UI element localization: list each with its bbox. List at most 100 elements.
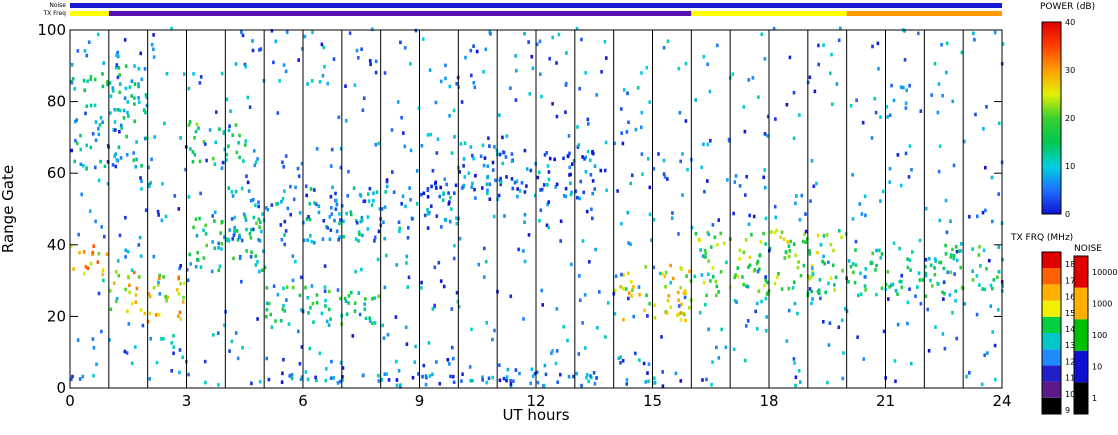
echo-cell-9 xyxy=(682,311,685,316)
noise-cell xyxy=(221,160,225,165)
echo-cell-0 xyxy=(89,261,93,266)
echo-cell-10 xyxy=(768,246,772,251)
noise-cell xyxy=(619,361,622,365)
noise-cell xyxy=(453,135,456,139)
echo-cell-8 xyxy=(462,164,465,168)
echo-cell-9 xyxy=(638,293,641,297)
noise-cell xyxy=(513,180,517,185)
txfrq-colorbar-tick: 9 xyxy=(1065,406,1070,415)
noise-cell xyxy=(395,359,398,364)
echo-cell-11 xyxy=(929,263,933,268)
echo-cell-1 xyxy=(181,300,185,304)
echo-cell-6 xyxy=(308,202,312,206)
noise-cell xyxy=(360,218,364,223)
echo-cell-9 xyxy=(664,270,668,275)
echo-cell-11 xyxy=(985,267,988,271)
noise-cell xyxy=(430,204,433,208)
noise-cell xyxy=(652,167,656,171)
power-colorbar-swatch xyxy=(1042,50,1061,53)
echo-cell-7 xyxy=(401,194,405,198)
noise-cell xyxy=(139,254,143,258)
noise-cell xyxy=(555,307,559,311)
noise-cell xyxy=(896,153,900,157)
echo-cell-3 xyxy=(120,126,123,130)
noise-cell xyxy=(648,212,652,217)
txfrq-colorbar-tick: 17 xyxy=(1065,276,1075,285)
noise-cell xyxy=(540,94,543,99)
noise-cell xyxy=(329,228,333,232)
noise-cell xyxy=(538,39,542,44)
noise-cell xyxy=(760,32,764,37)
echo-cell-3 xyxy=(133,102,136,106)
echo-cell-6 xyxy=(230,217,234,221)
echo-cell-10 xyxy=(841,268,844,273)
echo-cell-5 xyxy=(347,301,350,305)
noise-cell xyxy=(898,246,901,251)
noise-cell xyxy=(525,184,528,188)
noise-cell xyxy=(843,307,847,311)
noise-cell xyxy=(453,191,456,195)
echo-cell-12 xyxy=(399,383,402,387)
echo-cell-6 xyxy=(294,185,297,190)
echo-cell-10 xyxy=(748,263,752,268)
echo-cell-10 xyxy=(736,275,740,279)
echo-cell-4 xyxy=(197,126,200,131)
noise-cell xyxy=(585,209,589,214)
noise-cell xyxy=(100,329,103,334)
power-colorbar-swatch xyxy=(1042,40,1061,43)
echo-cell-1 xyxy=(128,283,131,288)
power-colorbar-swatch xyxy=(1042,112,1061,115)
noise-cell xyxy=(153,135,156,139)
noise-cell xyxy=(455,291,459,295)
echo-cell-5 xyxy=(323,285,327,289)
txfrq-colorbar-title: TX FRQ (MHz) xyxy=(1010,233,1073,243)
noise-cell xyxy=(115,63,119,67)
txfrq-colorbar-swatch xyxy=(1042,252,1061,269)
echo-cell-0 xyxy=(84,265,88,269)
power-colorbar-swatch xyxy=(1042,46,1061,49)
noise-cell xyxy=(179,136,182,140)
noise-cell xyxy=(244,64,247,69)
echo-cell-12 xyxy=(341,375,344,379)
noise-cell xyxy=(811,266,814,271)
echo-cell-10 xyxy=(707,259,710,263)
noise-cell xyxy=(606,301,610,305)
noise-cell xyxy=(460,100,464,104)
noise-cell xyxy=(106,143,110,148)
power-colorbar-swatch xyxy=(1042,136,1061,139)
noise-cell xyxy=(886,115,889,119)
echo-cell-9 xyxy=(622,286,625,291)
noise-cell xyxy=(662,172,666,176)
echo-cell-10 xyxy=(702,280,706,285)
noise-cell xyxy=(565,51,568,55)
noise-cell xyxy=(603,39,607,44)
echo-cell-1 xyxy=(130,301,134,306)
echo-cell-10 xyxy=(755,261,759,266)
noise-cell xyxy=(817,62,820,67)
noise-cell xyxy=(632,314,635,319)
noise-cell xyxy=(338,235,341,239)
noise-cell xyxy=(250,381,253,386)
echo-cell-3 xyxy=(125,134,128,139)
echo-cell-11 xyxy=(942,266,946,271)
noise-cell xyxy=(127,322,131,326)
noise-colorbar-title: NOISE xyxy=(1074,244,1102,254)
echo-cell-8 xyxy=(488,144,491,148)
noise-cell xyxy=(837,38,841,43)
noise-cell xyxy=(392,190,396,194)
noise-cell xyxy=(272,284,276,288)
echo-cell-8 xyxy=(483,156,487,160)
noise-cell xyxy=(645,65,649,70)
echo-cell-10 xyxy=(822,234,826,238)
noise-cell xyxy=(745,324,748,328)
noise-cell xyxy=(581,321,584,325)
noise-cell xyxy=(591,216,594,221)
noise-cell xyxy=(428,68,432,72)
noise-cell xyxy=(236,356,240,361)
echo-cell-7 xyxy=(400,202,403,206)
echo-cell-9 xyxy=(661,271,664,276)
echo-cell-2 xyxy=(218,264,222,269)
noise-cell xyxy=(533,371,537,376)
noise-cell xyxy=(172,351,175,356)
echo-cell-2 xyxy=(257,217,261,222)
